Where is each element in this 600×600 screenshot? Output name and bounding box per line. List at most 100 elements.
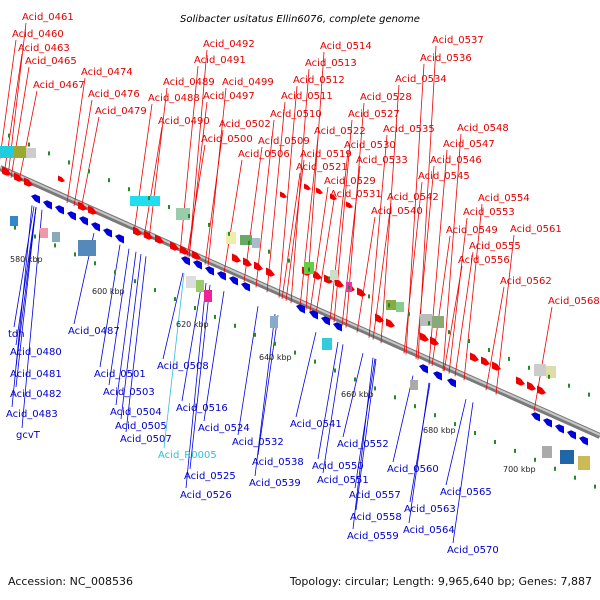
gene-label[interactable]: Acid_0508 [157,361,209,372]
gene-label[interactable]: Acid_0562 [500,276,552,287]
gene-label[interactable]: Acid_0512 [293,75,345,86]
forward-gene-arrow [420,332,429,342]
feature-box [196,280,204,292]
gene-label[interactable]: Acid_0551 [317,475,369,486]
track-dot [108,178,110,183]
gene-label[interactable]: Acid_0504 [110,407,162,418]
gene-label[interactable]: Acid_0513 [305,58,357,69]
gene-label[interactable]: Acid_0539 [249,478,301,489]
gene-label[interactable]: Acid_0537 [432,35,484,46]
gene-label[interactable]: Acid_0510 [270,109,322,120]
forward-gene-arrow [232,253,241,263]
gene-label[interactable]: Acid_0497 [203,91,255,102]
gene-label[interactable]: Acid_0507 [120,434,172,445]
track-dot [194,306,196,310]
forward-gene-arrow [430,336,439,346]
gene-label[interactable]: Acid_0480 [10,347,62,358]
gene-label[interactable]: Acid_0490 [158,116,210,127]
gene-label[interactable]: Acid_0530 [344,140,396,151]
gene-label[interactable]: Acid_0549 [446,225,498,236]
gene-label[interactable]: Acid_0503 [103,387,155,398]
gene-label[interactable]: Acid_0538 [252,457,304,468]
gene-label[interactable]: gcvT [16,430,41,441]
gene-label[interactable]: Acid_0561 [510,224,562,235]
gene-label[interactable]: Acid_0526 [180,490,232,501]
gene-label[interactable]: Acid_0499 [222,77,274,88]
reverse-gene-arrow [43,200,52,210]
gene-label[interactable]: Acid_0529 [324,176,376,187]
gene-label[interactable]: Acid_0527 [348,109,400,120]
gene-label[interactable]: Acid_0540 [371,206,423,217]
gene-label[interactable]: Acid_0531 [330,189,382,200]
gene-label[interactable]: Acid_0521 [296,162,348,173]
gene-label[interactable]: Acid_0528 [360,92,412,103]
gene-label[interactable]: Acid_0489 [163,77,215,88]
gene-label[interactable]: Acid_0536 [420,53,472,64]
gene-label[interactable]: Acid_0534 [395,74,447,85]
gene-label[interactable]: Acid_0545 [418,171,470,182]
forward-connector-line [485,286,505,391]
gene-label[interactable]: Acid_0509 [258,136,310,147]
gene-label[interactable]: Acid_R0005 [158,450,217,461]
gene-label[interactable]: Acid_0541 [290,419,342,430]
gene-label[interactable]: Acid_0491 [194,55,246,66]
gene-label[interactable]: Acid_0481 [10,369,62,380]
gene-label[interactable]: Acid_0492 [203,39,255,50]
gene-label[interactable]: Acid_0563 [404,504,456,515]
track-dot [348,285,350,290]
gene-label[interactable]: Acid_0524 [198,423,250,434]
gene-label[interactable]: Acid_0554 [478,193,530,204]
gene-label[interactable]: Acid_0511 [281,91,333,102]
gene-label[interactable]: Acid_0558 [350,512,402,523]
gene-label[interactable]: Acid_0565 [440,487,492,498]
gene-label[interactable]: Acid_0482 [10,389,62,400]
gene-label[interactable]: Acid_0519 [300,149,352,160]
gene-label[interactable]: Acid_0501 [94,369,146,380]
gene-label[interactable]: Acid_0522 [314,126,366,137]
gene-label[interactable]: Acid_0514 [320,41,372,52]
gene-label[interactable]: Acid_0552 [337,439,389,450]
gene-label[interactable]: Acid_0460 [12,29,64,40]
reverse-gene-arrow [91,222,100,232]
track-dot [328,276,330,281]
gene-label[interactable]: Acid_0506 [238,149,290,160]
gene-label[interactable]: Acid_0553 [463,207,515,218]
gene-label[interactable]: Acid_0568 [548,296,600,307]
gene-label[interactable]: Acid_0557 [349,490,401,501]
gene-label[interactable]: Acid_0559 [347,531,399,542]
gene-label[interactable]: Acid_0467 [33,80,85,91]
gene-label[interactable]: Acid_0546 [430,155,482,166]
gene-label[interactable]: tdh [8,329,25,340]
gene-label[interactable]: Acid_0487 [68,326,120,337]
gene-label[interactable]: Acid_0516 [176,403,228,414]
gene-label[interactable]: Acid_0570 [447,545,499,556]
forward-gene-arrow [537,385,546,395]
gene-label[interactable]: Acid_0550 [312,461,364,472]
gene-label[interactable]: Acid_0533 [356,155,408,166]
gene-label[interactable]: Acid_0474 [81,67,133,78]
gene-label[interactable]: Acid_0555 [469,241,521,252]
gene-label[interactable]: Acid_0564 [403,525,455,536]
feature-box [270,316,278,328]
gene-label[interactable]: Acid_0476 [88,89,140,100]
gene-label[interactable]: Acid_0547 [443,139,495,150]
forward-gene-arrow [357,287,366,297]
gene-label[interactable]: Acid_0556 [458,255,510,266]
gene-label[interactable]: Acid_0542 [387,192,439,203]
track-dot [268,249,270,254]
gene-label[interactable]: Acid_0560 [387,464,439,475]
gene-label[interactable]: Acid_0502 [219,119,271,130]
gene-label[interactable]: Acid_0483 [6,409,58,420]
gene-label[interactable]: Acid_0465 [25,56,77,67]
gene-label[interactable]: Acid_0505 [115,421,167,432]
gene-label[interactable]: Acid_0525 [184,471,236,482]
gene-label[interactable]: Acid_0548 [457,123,509,134]
gene-label[interactable]: Acid_0461 [22,12,74,23]
gene-label[interactable]: Acid_0479 [95,106,147,117]
gene-label[interactable]: Acid_0532 [232,437,284,448]
gene-label[interactable]: Acid_0488 [148,93,200,104]
gene-label[interactable]: Acid_0463 [18,43,70,54]
reverse-gene-arrow [433,371,442,381]
gene-label[interactable]: Acid_0500 [201,134,253,145]
gene-label[interactable]: Acid_0535 [383,124,435,135]
